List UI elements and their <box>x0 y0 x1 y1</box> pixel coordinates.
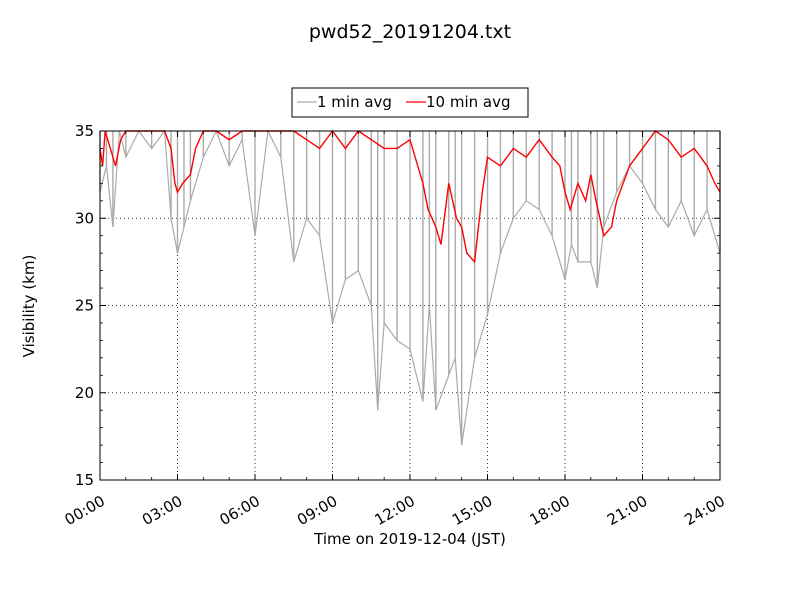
x-tick-label: 18:00 <box>527 492 573 529</box>
y-tick-label: 25 <box>75 297 94 315</box>
x-tick-label: 00:00 <box>62 492 108 529</box>
y-tick-label: 30 <box>75 209 94 227</box>
legend: 1 min avg 10 min avg <box>291 87 529 118</box>
y-axis-ticks: 15 20 25 30 35 <box>75 122 720 489</box>
y-tick-label: 35 <box>75 122 94 140</box>
x-tick-label: 06:00 <box>217 492 263 529</box>
x-tick-label: 24:00 <box>682 492 728 529</box>
gridlines <box>100 131 720 480</box>
x-tick-label: 09:00 <box>294 492 340 529</box>
x-axis-ticks: 00:00 03:00 06:00 09:00 12:00 15:00 18:00 21:00… <box>62 131 728 529</box>
series-1-min-avg <box>99 128 721 446</box>
x-tick-label: 03:00 <box>139 492 185 529</box>
x-tick-label: 15:00 <box>449 492 495 529</box>
y-axis-label: Visibility (km) <box>20 255 38 358</box>
legend-label-1min: 1 min avg <box>317 93 392 111</box>
y-tick-label: 20 <box>75 384 94 402</box>
x-axis-label: Time on 2019-12-04 (JST) <box>313 530 506 548</box>
x-tick-label: 21:00 <box>604 492 650 529</box>
series-line-10min <box>99 129 721 264</box>
chart-title: pwd52_20191204.txt <box>309 21 511 43</box>
y-tick-label: 15 <box>75 471 94 489</box>
x-tick-label: 12:00 <box>372 492 418 529</box>
series-10-min-avg <box>99 129 721 264</box>
legend-label-10min: 10 min avg <box>426 93 511 111</box>
series-line-1min <box>99 128 721 446</box>
